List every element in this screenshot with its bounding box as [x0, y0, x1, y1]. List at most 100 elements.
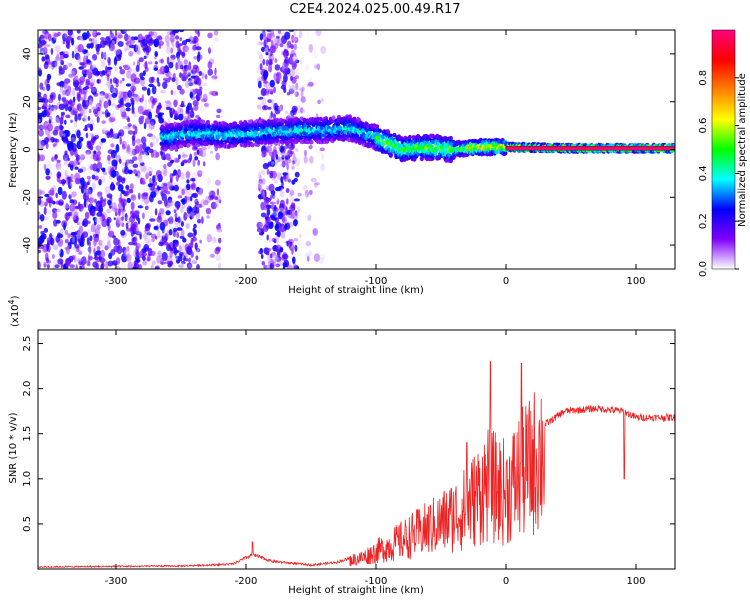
heatmap-noise-blob: [294, 157, 301, 167]
heatmap-noise-blob: [142, 70, 146, 76]
heatmap-noise-blob: [162, 229, 166, 238]
heatmap-noise-blob: [275, 232, 279, 236]
heatmap-noise-blob: [193, 223, 197, 229]
heatmap-noise-blob: [107, 260, 114, 267]
heatmap-ridge-cell: [386, 129, 391, 134]
heatmap-noise-blob: [259, 174, 262, 181]
heatmap-noise-blob: [172, 73, 176, 80]
heatmap-noise-blob: [293, 198, 300, 202]
heatmap-noise-blob: [61, 91, 67, 98]
heatmap-noise-blob: [210, 150, 214, 154]
heatmap-noise-blob: [189, 91, 193, 99]
heatmap-noise-blob: [64, 229, 69, 236]
heatmap-noise-blob: [103, 198, 107, 202]
heatmap-noise-blob: [155, 236, 158, 240]
heatmap-noise-blob: [186, 179, 190, 184]
heatmap-noise-blob: [295, 240, 302, 246]
heatmap-noise-blob: [67, 157, 70, 162]
heatmap-noise-blob: [212, 221, 215, 229]
heatmap-noise-blob: [166, 180, 173, 190]
heatmap-noise-blob: [111, 202, 117, 211]
heatmap-noise-blob: [126, 144, 131, 153]
heatmap-noise-blob: [313, 52, 318, 59]
heatmap-noise-blob: [199, 239, 202, 244]
heatmap-noise-blob: [284, 31, 291, 40]
heatmap-noise-blob: [215, 152, 220, 161]
heatmap-noise-blob: [199, 104, 204, 114]
heatmap-noise-blob: [71, 50, 75, 59]
heatmap-noise-blob: [190, 251, 194, 258]
heatmap-noise-blob: [130, 210, 134, 214]
heatmap-ridge-cell: [256, 126, 260, 132]
heatmap-noise-blob: [189, 79, 195, 87]
heatmap-noise-blob: [74, 52, 81, 61]
heatmap-noise-blob: [55, 138, 60, 143]
heatmap-noise-blob: [267, 99, 272, 104]
heatmap-noise-blob: [137, 192, 141, 200]
heatmap-noise-blob: [52, 244, 59, 250]
heatmap-noise-blob: [214, 247, 220, 255]
heatmap-noise-blob: [95, 250, 102, 256]
heatmap-noise-blob: [258, 42, 264, 46]
heatmap-noise-blob: [134, 145, 140, 154]
heatmap-noise-blob: [201, 72, 205, 80]
heatmap-noise-blob: [120, 177, 126, 184]
heatmap-noise-blob: [97, 191, 103, 197]
heatmap-noise-blob: [77, 172, 81, 179]
heatmap-noise-blob: [70, 110, 77, 116]
heatmap-noise-blob: [63, 83, 68, 89]
heatmap-noise-blob: [190, 239, 194, 248]
heatmap-noise-blob: [118, 208, 121, 217]
heatmap-noise-blob: [157, 102, 162, 111]
heatmap-noise-blob: [114, 49, 121, 55]
heatmap-noise-blob: [119, 80, 123, 84]
heatmap-noise-blob: [111, 92, 118, 98]
heatmap-noise-blob: [118, 95, 122, 99]
heatmap-noise-blob: [136, 170, 141, 178]
heatmap-noise-blob: [44, 202, 48, 207]
heatmap-noise-blob: [173, 184, 179, 192]
heatmap-noise-blob: [159, 66, 162, 75]
heatmap-noise-blob: [81, 106, 87, 115]
heatmap-noise-blob: [122, 202, 125, 211]
heatmap-noise-blob: [151, 31, 158, 38]
heatmap-noise-blob: [127, 130, 134, 135]
heatmap-noise-blob: [121, 111, 127, 119]
heatmap-noise-blob: [297, 206, 301, 214]
heatmap-noise-blob: [216, 114, 221, 118]
heatmap-noise-blob: [172, 239, 179, 244]
heatmap-noise-blob: [113, 190, 118, 200]
heatmap-noise-blob: [44, 54, 50, 60]
heatmap-noise-blob: [153, 38, 160, 48]
heatmap-noise-blob: [166, 106, 171, 110]
heatmap-noise-blob: [154, 56, 157, 60]
heatmap-noise-blob: [73, 215, 79, 223]
heatmap-noise-blob: [190, 177, 196, 182]
heatmap-noise-blob: [74, 75, 79, 79]
heatmap-noise-blob: [76, 258, 84, 262]
heatmap-noise-blob: [273, 86, 276, 94]
heatmap-noise-blob: [148, 61, 153, 65]
heatmap-noise-blob: [207, 68, 213, 76]
heatmap-noise-blob: [71, 191, 77, 198]
heatmap-noise-blob: [297, 192, 302, 197]
heatmap-noise-blob: [178, 113, 184, 121]
heatmap-noise-blob: [38, 114, 43, 124]
heatmap-noise-blob: [124, 166, 127, 172]
heatmap-noise-blob: [100, 138, 106, 143]
heatmap-noise-blob: [289, 150, 294, 155]
heatmap-noise-blob: [274, 186, 281, 192]
heatmap-noise-blob: [150, 264, 154, 269]
heatmap-noise-blob: [172, 43, 175, 48]
heatmap-noise-blob: [148, 148, 154, 153]
heatmap-noise-blob: [269, 79, 275, 88]
heatmap-noise-blob: [308, 43, 314, 53]
heatmap-noise-blob: [125, 107, 131, 112]
heatmap-noise-blob: [263, 197, 269, 206]
heatmap-noise-blob: [65, 40, 70, 49]
heatmap-noise-blob: [38, 112, 45, 117]
heatmap-noise-blob: [69, 237, 76, 245]
heatmap-noise-blob: [88, 241, 91, 247]
heatmap-noise-blob: [50, 237, 55, 246]
heatmap-noise-blob: [209, 43, 216, 51]
